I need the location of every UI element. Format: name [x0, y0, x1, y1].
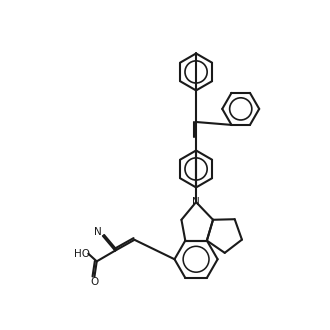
Text: HO: HO: [74, 249, 90, 259]
Text: N: N: [94, 227, 102, 237]
Text: O: O: [90, 277, 99, 287]
Text: N: N: [192, 197, 200, 207]
